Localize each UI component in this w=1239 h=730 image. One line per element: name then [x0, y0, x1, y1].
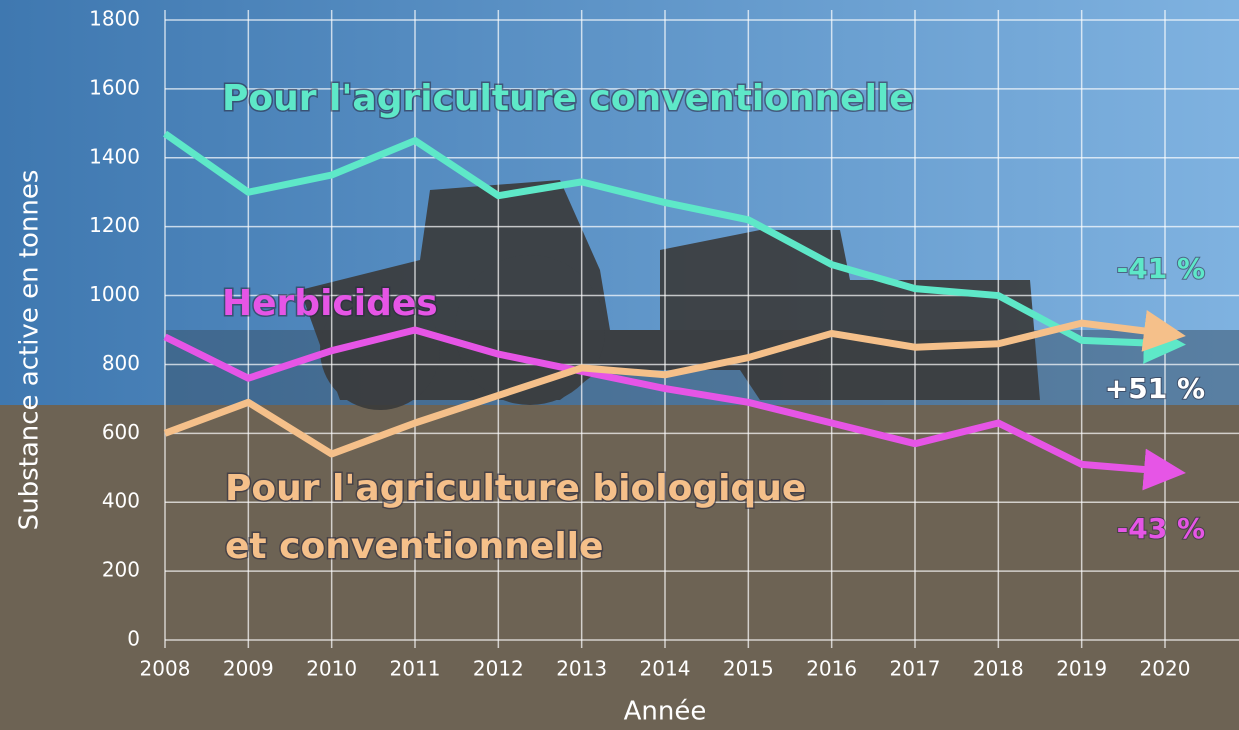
y-tick-label: 1200 — [89, 213, 140, 237]
y-tick-label: 1000 — [89, 282, 140, 306]
x-tick-label: 2015 — [723, 657, 774, 681]
y-axis-label: Substance active en tonnes — [15, 170, 45, 531]
x-tick-label: 2013 — [556, 657, 607, 681]
y-tick-label: 800 — [102, 351, 140, 375]
annotation: -41 % — [1117, 252, 1205, 285]
x-tick-label: 2018 — [973, 657, 1024, 681]
annotation: -43 % — [1117, 512, 1205, 545]
data-line — [162, 130, 1186, 364]
y-tick-label: 1600 — [89, 75, 140, 99]
annotation: +51 % — [1105, 372, 1205, 405]
annotation: et conventionnelle — [225, 526, 603, 567]
x-tick-label: 2014 — [640, 657, 691, 681]
annotation: Pour l'agriculture biologique — [225, 468, 806, 509]
x-tick-label: 2010 — [306, 657, 357, 681]
x-tick-label: 2016 — [806, 657, 857, 681]
annotation: Herbicides — [222, 283, 438, 324]
annotation: Pour l'agriculture conventionnelle — [222, 78, 914, 119]
y-tick-label: 0 — [127, 627, 140, 651]
data-line — [163, 326, 1186, 491]
y-tick-label: 1800 — [89, 7, 140, 31]
y-tick-label: 1400 — [89, 144, 140, 168]
x-tick-label: 2017 — [890, 657, 941, 681]
x-tick-label: 2009 — [223, 657, 274, 681]
x-axis-label: Année — [624, 697, 707, 727]
y-tick-label: 400 — [102, 489, 140, 513]
x-tick-label: 2019 — [1056, 657, 1107, 681]
data-line — [163, 310, 1186, 458]
y-tick-label: 200 — [102, 558, 140, 582]
x-tick-label: 2020 — [1140, 657, 1191, 681]
y-tick-label: 600 — [102, 420, 140, 444]
ground-background — [0, 405, 1239, 730]
x-tick-label: 2008 — [140, 657, 191, 681]
x-tick-label: 2012 — [473, 657, 524, 681]
x-tick-label: 2011 — [390, 657, 441, 681]
